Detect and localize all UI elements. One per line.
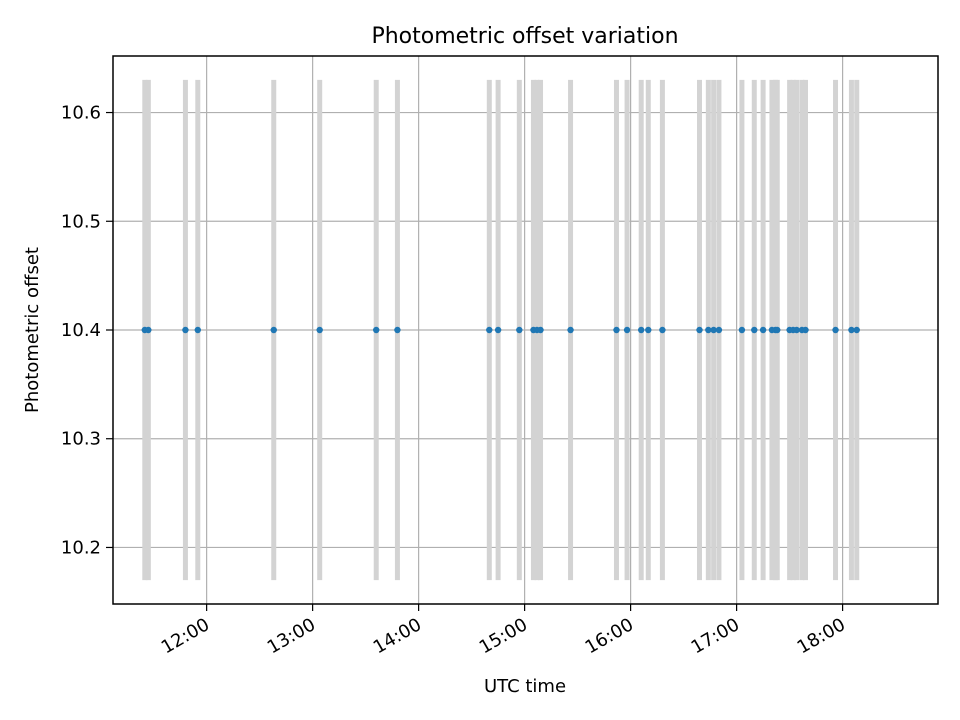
data-point	[638, 326, 645, 334]
y-tick-label: 10.4	[61, 320, 101, 341]
data-point	[793, 326, 800, 334]
data-point	[659, 326, 666, 334]
data-point	[774, 326, 781, 334]
data-point	[696, 326, 703, 334]
data-point	[715, 326, 723, 334]
y-axis-ticks: 10.2 10.3 10.4 10.5 10.6	[61, 103, 113, 558]
data-point	[537, 326, 544, 334]
y-tick-label: 10.2	[61, 537, 101, 558]
data-point	[613, 326, 620, 334]
data-point	[486, 326, 493, 334]
chart-title: Photometric offset variation	[371, 24, 678, 49]
y-tick-label: 10.6	[61, 103, 101, 124]
data-point	[645, 326, 652, 334]
data-point	[710, 326, 717, 334]
data-point	[567, 326, 574, 334]
data-point	[270, 326, 277, 334]
data-point	[182, 326, 189, 334]
y-tick-label: 10.5	[61, 211, 101, 232]
data-point	[751, 326, 758, 334]
y-axis-label: Photometric offset	[22, 247, 43, 413]
data-point	[145, 326, 152, 334]
x-axis-label: UTC time	[484, 676, 566, 697]
data-point	[802, 326, 809, 334]
data-point	[494, 326, 502, 334]
data-point	[394, 326, 401, 334]
data-points	[141, 326, 860, 334]
data-point	[832, 326, 839, 334]
data-point	[194, 326, 201, 334]
data-point	[848, 326, 855, 334]
data-point	[738, 326, 746, 334]
data-point	[853, 326, 860, 334]
data-point	[623, 326, 631, 334]
data-point	[316, 326, 323, 334]
data-point	[759, 326, 767, 334]
data-point	[373, 326, 380, 334]
y-tick-label: 10.3	[61, 429, 101, 450]
data-point	[516, 326, 523, 334]
data-point	[705, 326, 712, 334]
